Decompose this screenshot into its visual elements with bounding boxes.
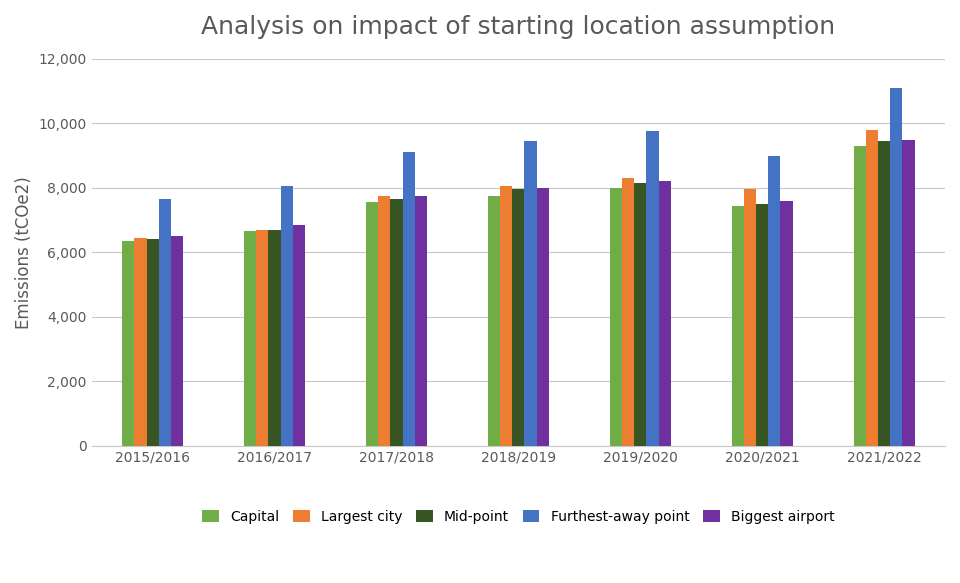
Bar — [293, 225, 305, 445]
Bar — [513, 189, 524, 445]
Bar — [122, 241, 134, 445]
Bar — [866, 130, 878, 445]
Bar — [171, 236, 183, 445]
Bar — [902, 139, 915, 445]
Bar — [280, 187, 293, 445]
Bar — [768, 156, 780, 445]
Bar — [147, 240, 158, 445]
Title: Analysis on impact of starting location assumption: Analysis on impact of starting location … — [202, 15, 835, 39]
Bar — [269, 230, 280, 445]
Bar — [635, 183, 646, 445]
Y-axis label: Emissions (tCOe2): Emissions (tCOe2) — [15, 176, 33, 329]
Bar — [158, 199, 171, 445]
Bar — [610, 188, 622, 445]
Bar — [415, 196, 427, 445]
Bar — [890, 88, 902, 445]
Bar — [732, 206, 744, 445]
Bar — [366, 202, 378, 445]
Bar — [134, 238, 147, 445]
Bar — [256, 230, 269, 445]
Bar — [780, 201, 793, 445]
Bar — [878, 141, 890, 445]
Bar — [391, 199, 402, 445]
Bar — [524, 141, 537, 445]
Bar — [622, 178, 635, 445]
Bar — [378, 196, 391, 445]
Bar — [488, 196, 500, 445]
Bar — [500, 187, 513, 445]
Bar — [646, 132, 659, 445]
Bar — [537, 188, 549, 445]
Legend: Capital, Largest city, Mid-point, Furthest-away point, Biggest airport: Capital, Largest city, Mid-point, Furthe… — [195, 503, 842, 531]
Bar — [402, 152, 415, 445]
Bar — [659, 181, 671, 445]
Bar — [853, 146, 866, 445]
Bar — [244, 231, 256, 445]
Bar — [744, 189, 756, 445]
Bar — [756, 204, 768, 445]
